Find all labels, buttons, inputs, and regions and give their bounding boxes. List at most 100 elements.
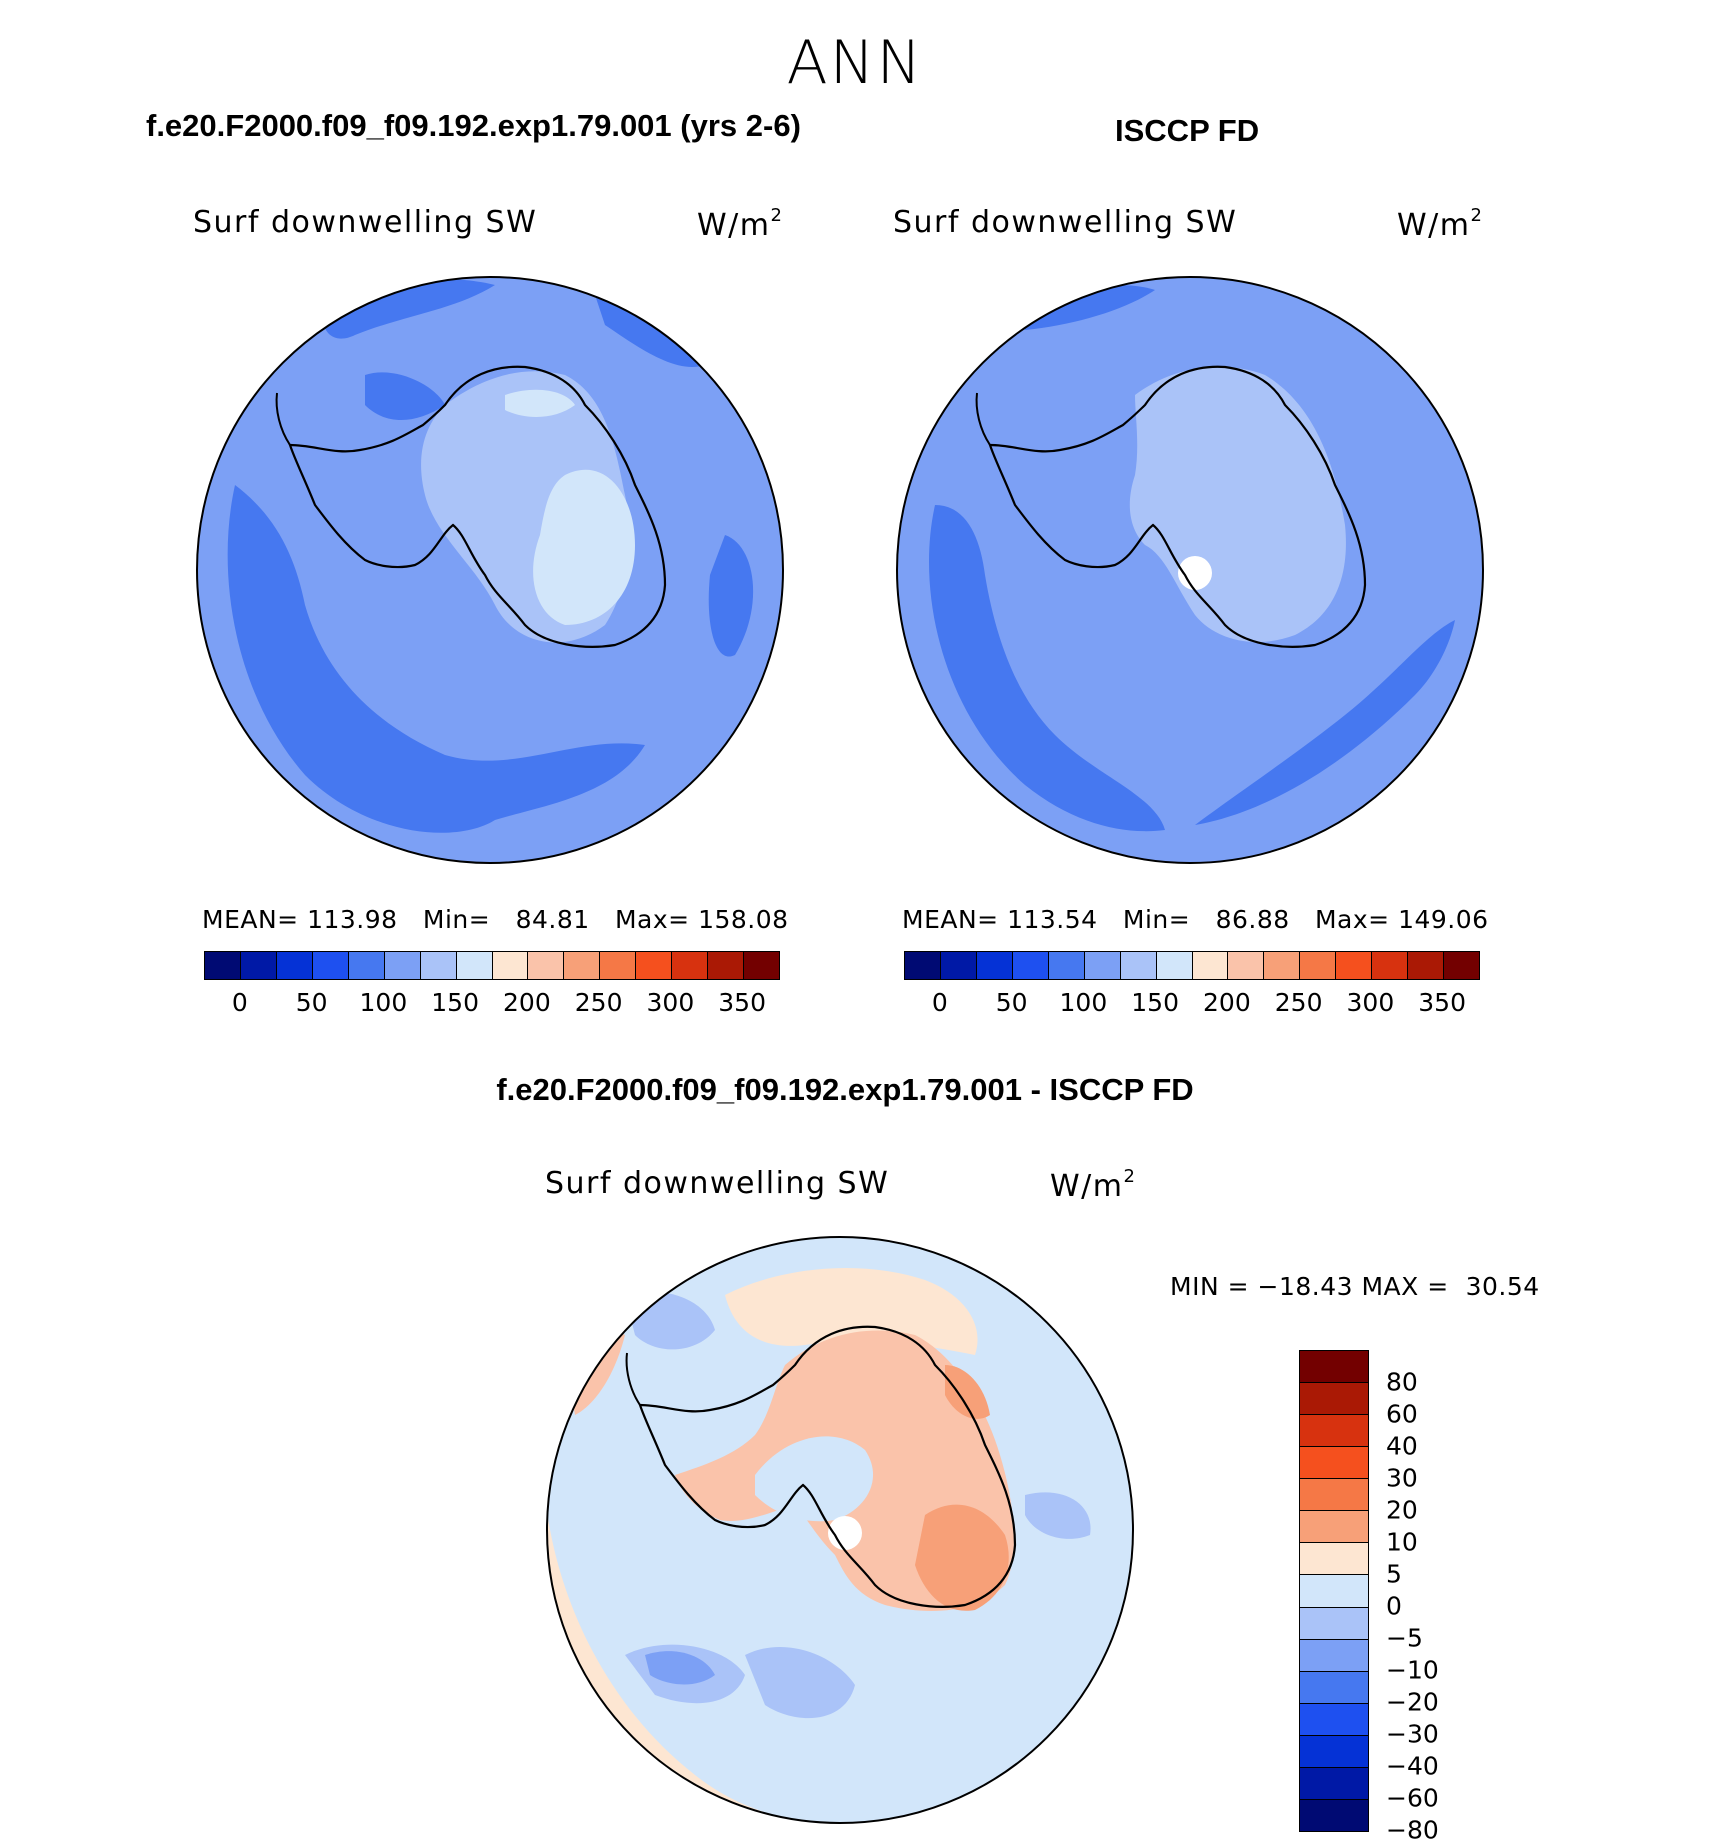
obs-colorbar-cell [1228, 952, 1265, 979]
obs-pole-hole [1178, 556, 1212, 590]
obs-stats: MEAN= 113.54 Min= 86.88 Max= 149.06 [902, 905, 1489, 934]
diff-colorbar-tick: 60 [1386, 1399, 1418, 1429]
diff-colorbar-ticks: 80 60 40 30 20 10 5 0 −5 −10 −20 −30 −40 −60 −80 [1386, 1350, 1466, 1845]
obs-colorbar-cell [1444, 952, 1479, 979]
obs-colorbar-tick: 0 [931, 988, 948, 1017]
obs-low-band-west [929, 505, 1165, 832]
diff-title: f.e20.F2000.f09_f09.192.exp1.79.001 - IS… [496, 1072, 1194, 1107]
diff-colorbar-cell [1300, 1767, 1368, 1800]
diff-colorbar-cell [1300, 1479, 1368, 1512]
diff-colorbar-tick: −40 [1386, 1751, 1439, 1781]
obs-colorbar-cell [1048, 952, 1085, 979]
diff-stats: MIN = −18.43 MAX = 30.54 [1170, 1272, 1540, 1301]
obs-colorbar-cell [1084, 952, 1121, 979]
diff-colorbar-cell [1300, 1639, 1368, 1672]
diff-colorbar-tick: −80 [1386, 1815, 1439, 1845]
diff-neutral-interior [755, 1436, 874, 1522]
diff-colorbar-tick: 20 [1386, 1495, 1418, 1525]
diff-colorbar-cell [1300, 1511, 1368, 1544]
diff-units: W/m2 [1050, 1166, 1137, 1204]
model-stats: MEAN= 113.98 Min= 84.81 Max= 158.08 [202, 905, 789, 934]
obs-colorbar-cell [1192, 952, 1229, 979]
model-low-patch-nw [365, 372, 445, 420]
diff-peninsula-coast [625, 1352, 641, 1406]
model-colorbar-cell [384, 952, 421, 979]
obs-colorbar-cell [1120, 952, 1157, 979]
diff-positive-max-northeast [945, 1365, 990, 1419]
model-colorbar-tick: 50 [295, 988, 328, 1017]
diff-positive-max-east [915, 1504, 1009, 1611]
model-variable-name: Surf downwelling SW [193, 205, 538, 240]
obs-colorbar-cell [1156, 952, 1193, 979]
model-map-border [196, 276, 784, 864]
model-low-region-northeast [595, 295, 705, 367]
diff-colorbar-cell [1300, 1543, 1368, 1576]
diff-positive-north [725, 1268, 978, 1355]
diff-polar-map [546, 1236, 1134, 1824]
obs-colorbar-tick: 300 [1346, 988, 1395, 1017]
model-ice-sheet-max [533, 469, 635, 625]
model-colorbar-cell [600, 952, 637, 979]
diff-colorbar-tick: −5 [1386, 1623, 1423, 1653]
model-polar-map [196, 276, 784, 864]
diff-antarctica-coastline [638, 1325, 1017, 1608]
obs-polar-map [896, 276, 1484, 864]
diff-variable-name: Surf downwelling SW [545, 1166, 890, 1201]
diff-colorbar-cell [1300, 1735, 1368, 1768]
obs-colorbar-cell [940, 952, 977, 979]
model-peninsula-coast [275, 392, 291, 446]
model-colorbar-tick: 300 [646, 988, 695, 1017]
diff-colorbar-cell [1300, 1415, 1368, 1448]
model-colorbar-cell [312, 952, 349, 979]
diff-colorbar-cell [1300, 1575, 1368, 1608]
model-colorbar-cell [564, 952, 601, 979]
model-colorbar-cell [492, 952, 529, 979]
obs-antarctica-coastline [988, 365, 1367, 648]
diff-colorbar-tick: −10 [1386, 1655, 1439, 1685]
diff-colorbar-tick: −30 [1386, 1719, 1439, 1749]
model-colorbar-cell [420, 952, 457, 979]
obs-colorbar-tick: 150 [1131, 988, 1179, 1017]
obs-colorbar-cell [1012, 952, 1049, 979]
obs-peninsula-coast [975, 392, 991, 446]
model-colorbar-tick: 100 [359, 988, 408, 1017]
diff-colorbar-tick: 30 [1386, 1463, 1418, 1493]
model-colorbar-cell [528, 952, 565, 979]
obs-colorbar-cell [1336, 952, 1373, 979]
obs-colorbar [904, 951, 1480, 980]
obs-colorbar-tick: 350 [1418, 988, 1466, 1017]
obs-colorbar-cell [976, 952, 1013, 979]
diff-colorbar-tick: −60 [1386, 1783, 1439, 1813]
model-colorbar [204, 951, 780, 980]
diff-negative-core-southwest [645, 1651, 715, 1685]
obs-colorbar-tick: 200 [1203, 988, 1251, 1017]
obs-colorbar-cell [1372, 952, 1409, 979]
season-title: ANN [786, 28, 924, 98]
diff-colorbar-tick: 80 [1386, 1367, 1418, 1397]
obs-colorbar-cell [1408, 952, 1445, 979]
model-colorbar-cell [348, 952, 385, 979]
diff-colorbar [1299, 1350, 1369, 1832]
model-antarctica-coastline [288, 365, 667, 648]
model-colorbar-tick: 200 [503, 988, 551, 1017]
model-colorbar-cell [744, 952, 779, 979]
obs-case-title: ISCCP FD [1115, 113, 1260, 148]
diff-colorbar-tick: 10 [1386, 1527, 1418, 1557]
model-colorbar-cell [672, 952, 709, 979]
model-colorbar-ticks: 0 50 100 150 200 250 300 350 [204, 988, 778, 1020]
model-colorbar-cell [636, 952, 673, 979]
diff-colorbar-cell [1300, 1799, 1368, 1831]
diff-colorbar-tick: 5 [1386, 1559, 1402, 1589]
diff-colorbar-cell [1300, 1703, 1368, 1736]
obs-colorbar-cell [905, 952, 941, 979]
obs-colorbar-cell [1264, 952, 1301, 979]
diff-colorbar-cell [1300, 1383, 1368, 1416]
diff-colorbar-tick: −20 [1386, 1687, 1439, 1717]
diff-colorbar-tick: 40 [1386, 1431, 1418, 1461]
obs-colorbar-tick: 100 [1059, 988, 1108, 1017]
model-case-title: f.e20.F2000.f09_f09.192.exp1.79.001 (yrs… [146, 108, 801, 143]
obs-colorbar-tick: 50 [995, 988, 1028, 1017]
diff-colorbar-cell [1300, 1671, 1368, 1704]
diff-colorbar-cell [1300, 1447, 1368, 1480]
diff-colorbar-tick: 0 [1386, 1591, 1402, 1621]
